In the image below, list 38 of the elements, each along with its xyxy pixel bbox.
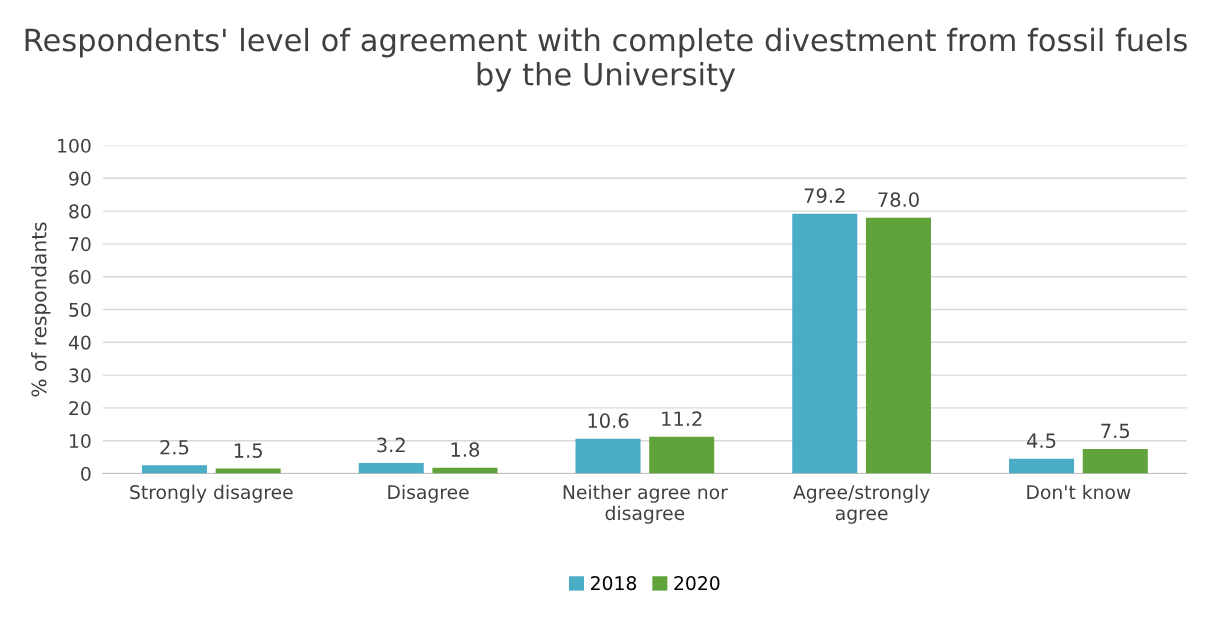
data-label: 78.0 [878, 192, 919, 207]
x-tick-label: Strongly disagree [130, 484, 293, 503]
data-label: 10.6 [588, 413, 629, 429]
y-tick-label: 30 [69, 368, 91, 383]
data-label: 1.8 [451, 442, 480, 457]
y-tick-label: 10 [70, 433, 91, 449]
chart-title: Respondents' level of agreement with complete divestment from fossil fuels by the University [25, 27, 1187, 92]
y-tick-label: 100 [58, 138, 91, 153]
x-tick-label: Neither agree nor disagree [563, 484, 728, 524]
y-tick-label: 60 [69, 269, 91, 285]
legend-label: 2018 [591, 576, 637, 591]
y-tick-label: 80 [69, 204, 91, 219]
x-tick-label: Agree/strongly agree [793, 484, 930, 524]
bar [575, 438, 641, 474]
bar [358, 463, 424, 474]
y-axis-title: % of respondants [30, 222, 51, 397]
legend-label: 2020 [674, 576, 720, 591]
bar [141, 465, 207, 474]
x-tick-label: Don't know [1027, 484, 1131, 500]
data-label: 7.5 [1101, 423, 1130, 439]
y-tick-label: 0 [81, 466, 91, 481]
data-label: 4.5 [1027, 433, 1056, 449]
y-tick-label: 50 [69, 302, 91, 317]
y-tick-label: 40 [68, 335, 91, 350]
x-tick-label: Disagree [388, 484, 469, 503]
data-label: 11.2 [662, 411, 702, 426]
data-label: 79.2 [804, 188, 845, 203]
data-label: 1.5 [234, 443, 262, 458]
y-tick-label: 20 [69, 401, 91, 416]
bar [1082, 448, 1148, 474]
bar [792, 213, 858, 474]
y-tick-label: 90 [69, 171, 91, 186]
bar [1009, 458, 1075, 474]
y-tick-label: 70 [69, 237, 91, 252]
bar [649, 436, 715, 474]
data-label: 3.2 [377, 437, 405, 453]
bar [865, 217, 931, 474]
data-label: 2.5 [160, 439, 189, 455]
